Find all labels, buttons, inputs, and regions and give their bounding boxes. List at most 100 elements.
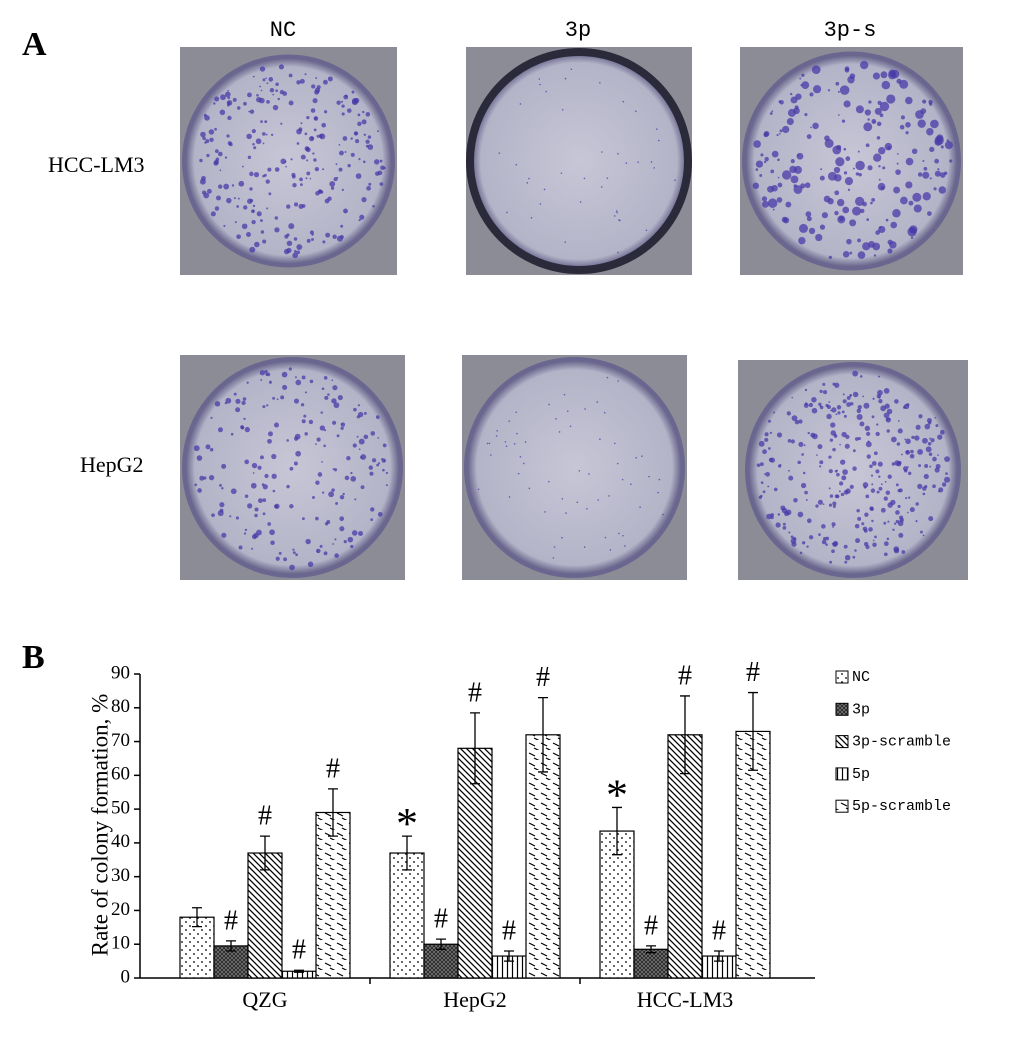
colony — [340, 100, 344, 103]
colony — [808, 535, 814, 540]
colony — [797, 511, 804, 518]
dish — [742, 51, 961, 271]
colony — [798, 223, 808, 233]
colony — [622, 534, 624, 537]
colony — [341, 112, 345, 116]
colony — [812, 122, 819, 130]
colony — [206, 153, 210, 158]
colony — [804, 182, 811, 189]
colony — [777, 158, 780, 162]
colony — [801, 73, 805, 77]
colony — [346, 455, 351, 461]
colony — [831, 522, 836, 527]
colony — [338, 143, 341, 146]
colony — [259, 85, 262, 88]
colony — [856, 413, 863, 420]
colony — [335, 502, 339, 505]
colony — [305, 177, 308, 180]
colony — [949, 159, 953, 163]
colony — [361, 197, 367, 203]
colony — [842, 393, 845, 396]
colony — [278, 64, 284, 70]
colony — [301, 419, 306, 424]
colony — [377, 462, 381, 465]
colony — [821, 212, 829, 219]
colony — [936, 134, 944, 142]
colony — [811, 65, 821, 75]
annotation: # — [502, 915, 516, 946]
colony — [606, 177, 609, 179]
colony — [292, 183, 297, 188]
colony — [576, 501, 579, 504]
colony — [777, 176, 780, 179]
colony — [785, 509, 792, 516]
colony — [841, 475, 847, 481]
colony — [296, 142, 300, 145]
colony — [768, 447, 771, 450]
colony — [586, 507, 588, 510]
colony — [519, 455, 522, 458]
colony — [762, 200, 769, 208]
colony — [945, 472, 948, 475]
colony — [321, 461, 323, 463]
colony — [235, 516, 239, 520]
colony — [197, 488, 202, 493]
colony — [360, 456, 363, 459]
colony — [260, 89, 263, 92]
colony — [657, 491, 659, 494]
colony — [336, 176, 339, 179]
colony — [323, 444, 326, 448]
colony — [344, 475, 350, 481]
error-bar — [470, 712, 480, 785]
colony — [316, 85, 321, 90]
colony — [227, 141, 232, 146]
colony — [252, 209, 255, 212]
colony — [886, 537, 890, 541]
colony — [887, 520, 890, 523]
colony — [915, 520, 918, 523]
colony — [773, 487, 778, 492]
error-bar — [612, 806, 622, 856]
colony — [865, 441, 872, 448]
colony — [377, 436, 380, 439]
colony — [838, 216, 844, 221]
colony — [905, 497, 908, 500]
colony — [280, 158, 287, 165]
colony — [226, 197, 232, 204]
colony — [808, 402, 814, 408]
colony — [524, 441, 527, 443]
colony — [597, 499, 600, 501]
colony — [370, 507, 375, 512]
colony — [282, 384, 288, 390]
colony — [357, 121, 362, 127]
colony — [875, 469, 880, 474]
colony — [776, 134, 779, 137]
colony — [793, 165, 802, 174]
colony — [249, 171, 254, 177]
colony — [263, 173, 267, 177]
colony — [504, 440, 507, 443]
colony — [864, 512, 869, 517]
colony — [284, 160, 287, 163]
colony — [293, 250, 297, 253]
annotation: # — [258, 801, 272, 832]
colony — [862, 526, 868, 532]
colony — [292, 551, 296, 554]
colony — [890, 221, 898, 229]
colony — [834, 190, 840, 196]
y-tick-label: 60 — [111, 764, 130, 785]
y-tick-label: 50 — [111, 797, 130, 818]
colony — [846, 402, 851, 407]
colony — [275, 556, 280, 561]
colony — [852, 466, 857, 471]
colony — [596, 401, 599, 403]
annotation: # — [536, 662, 550, 693]
colony — [826, 413, 832, 420]
colony — [839, 85, 850, 95]
colony — [332, 385, 338, 391]
colony — [354, 138, 360, 144]
colony — [293, 461, 298, 466]
colony — [293, 202, 299, 207]
colony — [872, 242, 881, 251]
colony — [861, 522, 865, 526]
